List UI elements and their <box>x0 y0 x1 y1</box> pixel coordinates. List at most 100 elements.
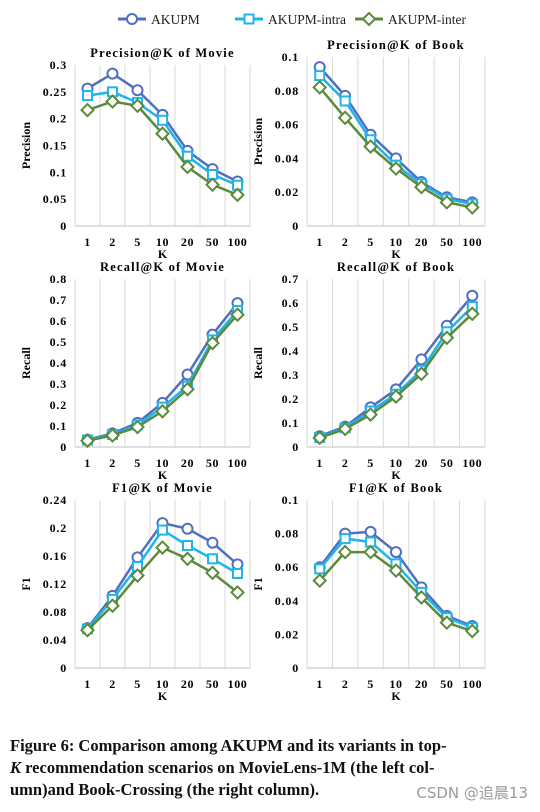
data-point <box>364 525 377 538</box>
data-point <box>363 407 378 423</box>
legend-label: AKUPM-inter <box>388 12 466 27</box>
y-tick-label: 0.16 <box>43 549 67 563</box>
x-tick-label: 20 <box>415 235 428 249</box>
y-tick-label: 0 <box>292 440 299 454</box>
data-point <box>337 421 353 437</box>
y-tick-label: 0 <box>60 661 67 675</box>
data-point <box>82 90 93 102</box>
series-1 <box>313 289 479 443</box>
legend-marker <box>126 13 138 25</box>
y-tick-label: 0.15 <box>43 139 67 153</box>
x-tick-label: 2 <box>342 235 349 249</box>
series-2 <box>314 301 478 443</box>
x-tick-label: 20 <box>181 235 194 249</box>
data-point <box>388 161 404 176</box>
y-axis-label: Recall <box>251 346 265 379</box>
chart-title: F1@K of Movie <box>112 481 213 495</box>
chart-title: Precision@K of Movie <box>90 46 234 60</box>
x-tick-label: 50 <box>440 235 453 249</box>
y-tick-label: 0.5 <box>282 320 299 334</box>
y-tick-label: 0.05 <box>43 192 67 206</box>
y-tick-label: 0.5 <box>50 335 67 349</box>
y-tick-label: 0.4 <box>50 356 67 370</box>
y-axis-label: F1 <box>19 577 33 590</box>
data-point <box>388 389 404 405</box>
y-axis-label: Recall <box>19 346 33 379</box>
series-3 <box>312 80 480 215</box>
data-point <box>415 353 428 366</box>
chart-panel-3: Recall@K of Movie 0 0.1 0.2 0.3 0.4 0.5 0.6 0.7 0… <box>19 260 251 482</box>
x-tick-label: 1 <box>316 235 323 249</box>
data-point <box>439 330 455 346</box>
data-point <box>439 615 455 631</box>
data-point <box>155 540 170 556</box>
x-tick-label: 1 <box>316 677 323 691</box>
y-tick-label: 0.02 <box>275 185 299 199</box>
x-tick-label: 5 <box>367 677 374 691</box>
x-tick-label: 50 <box>206 235 219 249</box>
legend-label: AKUPM-intra <box>268 12 346 27</box>
data-point <box>339 533 351 545</box>
data-point <box>105 598 120 614</box>
x-tick-label: 50 <box>206 456 219 470</box>
chart-grid: Precision@K of Movie00.050.10.150.20.250… <box>19 38 486 703</box>
x-tick-label: 1 <box>316 456 323 470</box>
x-axis-label: K <box>158 689 168 703</box>
x-tick-label: 5 <box>134 235 141 249</box>
data-point <box>180 381 195 397</box>
legend-item-2: AKUPM-intra <box>235 12 346 27</box>
data-point <box>80 433 95 449</box>
data-point <box>339 95 351 107</box>
x-tick-label: 20 <box>415 677 428 691</box>
series-line <box>319 294 474 438</box>
y-tick-label: 0.04 <box>43 633 67 647</box>
series-3 <box>80 94 245 203</box>
x-tick-label: 10 <box>156 456 169 470</box>
y-tick-label: 0 <box>60 440 67 454</box>
chart-title: Recall@K of Book <box>337 260 455 274</box>
series-3 <box>80 540 245 638</box>
y-tick-label: 0.8 <box>50 272 67 286</box>
data-point <box>312 430 328 446</box>
y-axis-label: Precision <box>251 118 265 165</box>
series-1 <box>313 525 479 632</box>
legend-item-1: AKUPM <box>118 12 200 27</box>
x-tick-label: 2 <box>109 677 116 691</box>
x-axis-label: K <box>391 689 401 703</box>
data-point <box>182 540 193 551</box>
series-1 <box>313 61 479 209</box>
y-axis-label: Precision <box>19 122 33 169</box>
y-tick-label: 0.3 <box>282 368 299 382</box>
data-point <box>230 307 245 323</box>
y-tick-label: 0.08 <box>275 527 299 541</box>
y-tick-label: 0.1 <box>282 416 299 430</box>
y-tick-label: 0 <box>292 661 299 675</box>
y-axis-label: F1 <box>251 577 265 590</box>
y-tick-label: 0.08 <box>275 84 299 98</box>
data-point <box>182 150 193 162</box>
x-tick-label: 100 <box>228 456 248 470</box>
y-tick-label: 0.04 <box>275 594 299 608</box>
data-point <box>363 139 378 154</box>
y-tick-label: 0.7 <box>282 272 299 286</box>
data-point <box>337 110 353 126</box>
y-tick-label: 0.2 <box>282 392 299 406</box>
data-point <box>464 623 480 639</box>
y-tick-label: 0.2 <box>50 112 67 126</box>
chart-panel-5: F1@K of Movie 0 0.04 0.08 0.12 0.16 0.2 0.24 1 2 5… <box>19 481 251 703</box>
data-point <box>230 584 245 600</box>
watermark-text: CSDN @追晨13 <box>416 784 528 802</box>
x-tick-label: 5 <box>367 235 374 249</box>
y-tick-label: 0.2 <box>50 521 67 535</box>
data-point <box>312 573 328 589</box>
legend-marker <box>243 13 255 25</box>
x-tick-label: 10 <box>389 677 402 691</box>
data-point <box>157 524 168 536</box>
data-point <box>207 553 218 565</box>
y-tick-label: 0.02 <box>275 627 299 641</box>
data-point <box>131 84 144 97</box>
y-tick-label: 0.3 <box>50 377 67 391</box>
caption-line-2: recommendation scenarios on MovieLens-1M… <box>21 758 435 777</box>
data-point <box>180 159 195 175</box>
chart-panel-6: F1@K of Book 0 0.02 0.04 0.06 0.08 0.1 1 2 5 10 20 5… <box>251 481 486 703</box>
